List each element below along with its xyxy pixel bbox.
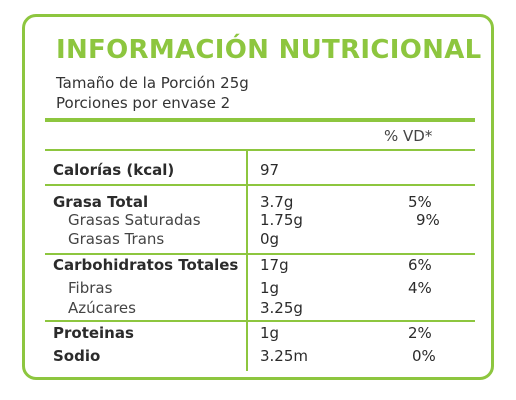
row-vd: 2% — [408, 324, 432, 342]
divider — [45, 149, 475, 151]
row-amount: 0g — [260, 230, 280, 248]
row-amount: 17g — [260, 256, 289, 274]
row-label: Azúcares — [68, 299, 136, 317]
divider — [45, 253, 475, 255]
row-vd: 6% — [408, 256, 432, 274]
row-vd: 0% — [412, 347, 436, 365]
servings-per-container: Porciones por envase 2 — [56, 94, 231, 112]
row-amount: 1g — [260, 324, 280, 342]
label-border — [22, 14, 494, 380]
row-amount: 3.25m — [260, 347, 309, 365]
divider — [45, 184, 475, 186]
row-label: Calorías (kcal) — [53, 161, 175, 179]
divider — [45, 320, 475, 322]
row-amount: 3.7g — [260, 193, 294, 211]
row-label: Grasa Total — [53, 193, 149, 211]
row-amount: 1.75g — [260, 211, 303, 229]
serving-size: Tamaño de la Porción 25g — [56, 74, 249, 92]
vd-header: % VD* — [384, 127, 433, 145]
row-amount: 3.25g — [260, 299, 303, 317]
row-amount: 97 — [260, 161, 280, 179]
row-label: Grasas Saturadas — [68, 211, 201, 229]
row-amount: 1g — [260, 279, 280, 297]
row-label: Proteinas — [53, 324, 134, 342]
row-label: Carbohidratos Totales — [53, 256, 239, 274]
title: INFORMACIÓN NUTRICIONAL — [56, 35, 482, 65]
row-vd: 9% — [416, 211, 440, 229]
row-vd: 5% — [408, 193, 432, 211]
row-vd: 4% — [408, 279, 432, 297]
column-divider — [246, 150, 248, 371]
row-label: Fibras — [68, 279, 113, 297]
row-label: Grasas Trans — [68, 230, 165, 248]
row-label: Sodio — [53, 347, 101, 365]
divider-thick — [45, 118, 475, 122]
